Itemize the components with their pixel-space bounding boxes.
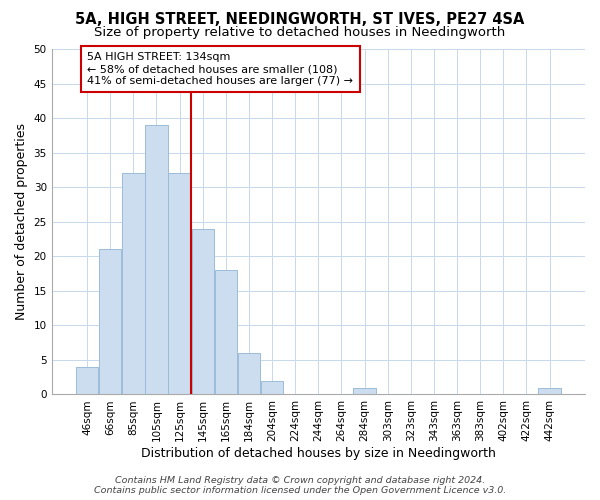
Bar [261, 380, 283, 394]
Text: 5A, HIGH STREET, NEEDINGWORTH, ST IVES, PE27 4SA: 5A, HIGH STREET, NEEDINGWORTH, ST IVES, … [76, 12, 524, 28]
Bar [538, 388, 561, 394]
Text: 5A HIGH STREET: 134sqm
← 58% of detached houses are smaller (108)
41% of semi-de: 5A HIGH STREET: 134sqm ← 58% of detached… [88, 52, 353, 86]
Bar [99, 250, 121, 394]
Bar [353, 388, 376, 394]
Bar [76, 367, 98, 394]
Bar [215, 270, 237, 394]
Bar [238, 353, 260, 395]
X-axis label: Distribution of detached houses by size in Needingworth: Distribution of detached houses by size … [141, 447, 496, 460]
Bar [191, 228, 214, 394]
Text: Contains HM Land Registry data © Crown copyright and database right 2024.
Contai: Contains HM Land Registry data © Crown c… [94, 476, 506, 495]
Bar [122, 174, 145, 394]
Bar [169, 174, 191, 394]
Text: Size of property relative to detached houses in Needingworth: Size of property relative to detached ho… [94, 26, 506, 39]
Bar [145, 125, 167, 394]
Y-axis label: Number of detached properties: Number of detached properties [15, 123, 28, 320]
